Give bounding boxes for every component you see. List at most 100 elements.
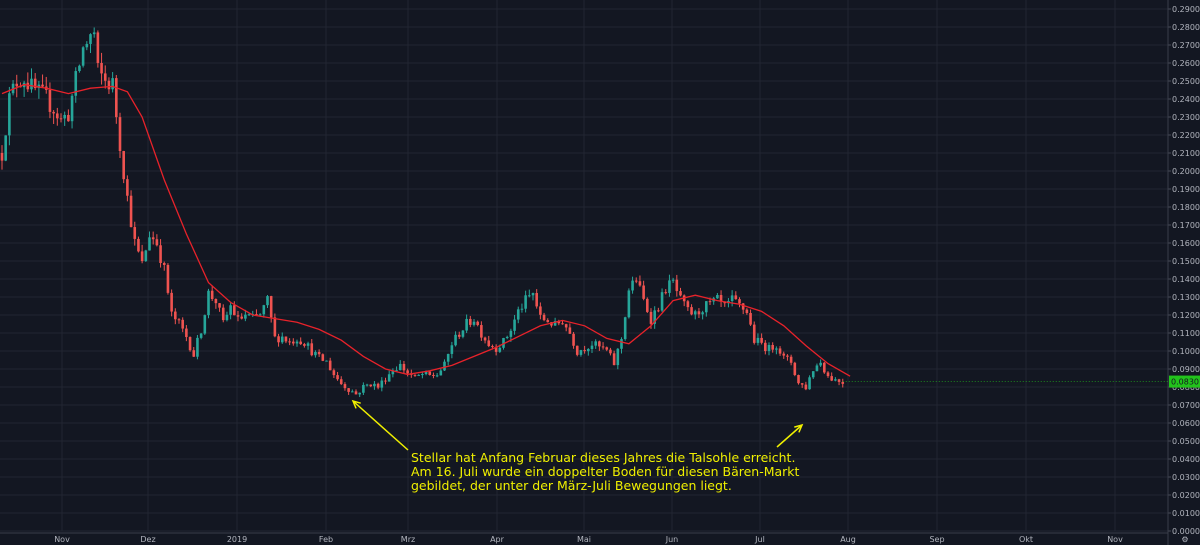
candle-body — [347, 388, 350, 392]
candle-body — [738, 299, 741, 304]
candle-body — [502, 337, 505, 348]
candle-body — [583, 350, 586, 352]
candle-body — [284, 336, 288, 342]
candle-body — [800, 383, 804, 385]
y-tick-label: 0.0200000 — [1172, 491, 1200, 500]
candle-body — [280, 336, 284, 343]
x-tick-label: Mai — [577, 535, 591, 544]
candle-body — [402, 363, 406, 371]
candle-body — [756, 337, 760, 343]
x-tick-label: Feb — [319, 535, 333, 544]
candle-body — [328, 360, 332, 371]
candle-body — [207, 290, 210, 316]
candle-body — [668, 280, 671, 293]
candle-body — [177, 319, 181, 321]
candle-body — [299, 341, 302, 345]
candle-body — [170, 292, 173, 312]
candle-body — [221, 307, 225, 321]
candle-body — [336, 375, 339, 380]
candle-body — [67, 114, 70, 122]
candle-body — [151, 237, 155, 240]
candle-body — [524, 295, 527, 309]
y-tick-label: 0.0900000 — [1172, 365, 1200, 374]
y-tick-label: 0.1400000 — [1172, 275, 1200, 284]
y-tick-label: 0.2500000 — [1172, 77, 1200, 86]
candle-body — [181, 319, 184, 329]
candle-body — [144, 250, 148, 262]
candle-body — [129, 195, 133, 228]
candle-body — [557, 321, 561, 324]
y-tick-label: 0.2400000 — [1172, 95, 1200, 104]
grid — [0, 0, 1168, 532]
candle-body — [491, 346, 494, 348]
candle-body — [550, 322, 553, 326]
candle-body — [391, 370, 395, 375]
y-tick-label: 0.1700000 — [1172, 221, 1200, 230]
candle-body — [41, 84, 44, 87]
candle-body — [579, 350, 583, 355]
candle-body — [539, 306, 542, 315]
candle-body — [620, 339, 623, 349]
candle-body — [174, 311, 177, 320]
candle-body — [8, 93, 11, 136]
x-tick-label: Nov — [1107, 535, 1123, 544]
candle-body — [627, 290, 631, 318]
candle-body — [653, 310, 656, 324]
candle-body — [247, 314, 251, 316]
candle-body — [185, 328, 188, 338]
candle-body — [365, 384, 369, 386]
settings-gear-icon[interactable]: ⚙ — [1181, 535, 1188, 544]
candle-body — [196, 337, 199, 357]
y-tick-label: 0.0000000 — [1172, 527, 1200, 536]
candle-body — [815, 365, 819, 372]
candle-body — [387, 374, 391, 382]
candle-body — [70, 95, 74, 122]
candle-body — [384, 380, 387, 382]
candle-body — [778, 348, 782, 354]
x-tick-label: Jun — [665, 535, 679, 544]
candle-body — [465, 318, 468, 331]
candle-body — [760, 337, 763, 343]
y-axis: 0.2900000 0.2800000 0.2700000 0.2600000 0.25… — [1167, 0, 1200, 545]
candle-body — [236, 315, 240, 317]
candle-body — [369, 384, 373, 387]
candle-body — [162, 263, 166, 265]
candle-body — [244, 314, 247, 319]
candle-body — [258, 314, 262, 316]
candle-body — [148, 237, 151, 251]
candle-body — [701, 312, 704, 315]
y-tick-label: 0.0300000 — [1172, 473, 1200, 482]
candle-body — [398, 363, 402, 371]
candle-body — [118, 117, 122, 152]
candle-body — [454, 334, 457, 346]
candle-body — [575, 345, 579, 355]
candle-body — [115, 78, 118, 118]
candle-body — [48, 89, 52, 112]
candle-body — [782, 353, 786, 356]
candle-body — [358, 392, 361, 395]
candle-body — [483, 337, 487, 341]
annotation-line: Am 16. Juli wurde ein doppelter Boden fü… — [411, 464, 800, 479]
candle-body — [266, 296, 269, 306]
candle-body — [457, 334, 461, 337]
candle-body — [480, 325, 483, 338]
candle-body — [716, 295, 719, 299]
candle-body — [203, 315, 207, 334]
candle-body — [546, 320, 550, 323]
candle-body — [421, 374, 424, 376]
candle-body — [646, 298, 649, 312]
candle-body — [513, 319, 516, 331]
candle-body — [218, 303, 221, 308]
candle-body — [306, 343, 310, 346]
candle-body — [819, 362, 822, 366]
candle-body — [675, 279, 679, 292]
candle-body — [122, 151, 125, 180]
candle-body — [830, 376, 833, 381]
y-tick-label: 0.1500000 — [1172, 257, 1200, 266]
candle-body — [697, 311, 701, 315]
candle-body — [590, 345, 594, 350]
x-tick-label: Sep — [929, 535, 944, 544]
x-tick-label: Nov — [54, 535, 70, 544]
